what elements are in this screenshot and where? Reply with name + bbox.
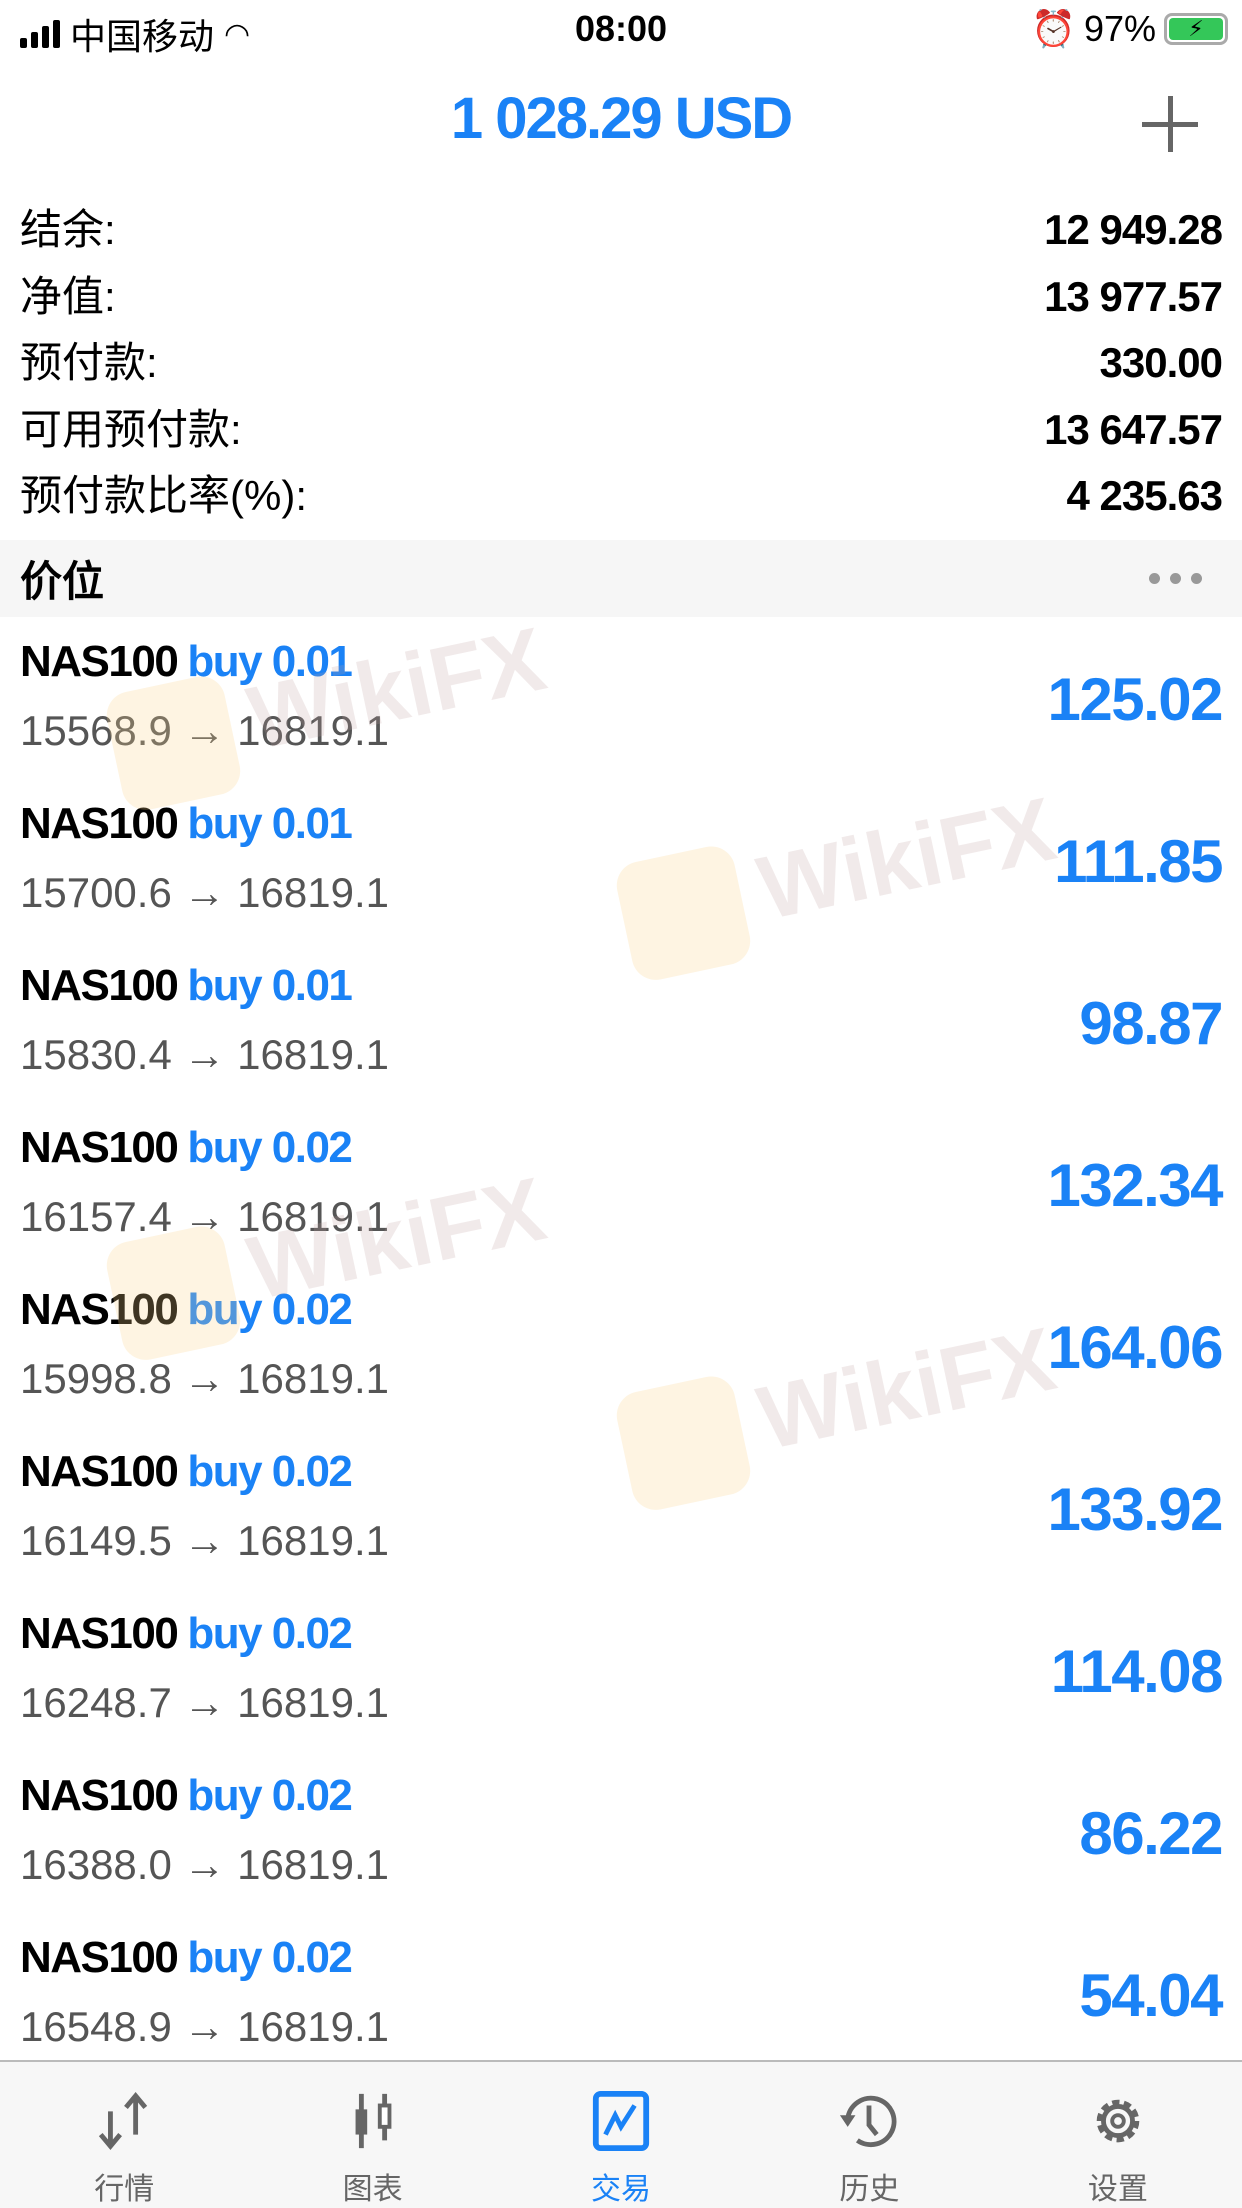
position-profit: 114.08 — [1050, 1638, 1224, 1705]
summary-row: 净值: 13 977.57 — [20, 264, 1223, 330]
position-profit: 164.06 — [1047, 1314, 1223, 1381]
position-profit: 111.85 — [1054, 828, 1223, 895]
position-side: buy 0.02 — [187, 1771, 353, 1820]
tab-chart[interactable]: 图表 — [248, 2062, 496, 2208]
trade-chart-icon — [592, 2090, 650, 2152]
position-side: buy 0.01 — [187, 799, 353, 848]
tab-settings[interactable]: 设置 — [994, 2062, 1242, 2208]
position-symbol: NAS100 — [20, 1609, 179, 1658]
summary-row: 预付款: 330.00 — [20, 330, 1223, 396]
summary-label: 可用预付款: — [20, 405, 242, 453]
position-side: buy 0.01 — [187, 637, 353, 686]
history-clock-icon — [840, 2095, 897, 2148]
clock: 08:00 — [574, 8, 668, 49]
position-row[interactable]: NAS100 buy 0.02 16548.9 → 16819.1 54.04 — [0, 1913, 1242, 2075]
tab-quotes[interactable]: 行情 — [0, 2062, 248, 2208]
position-profit: 54.04 — [1079, 1962, 1223, 2029]
position-prices: 16149.5 → 16819.1 — [20, 1517, 389, 1564]
position-profit: 132.34 — [1047, 1152, 1223, 1219]
summary-label: 结余: — [20, 206, 116, 253]
position-prices: 16248.7 → 16819.1 — [20, 1679, 389, 1726]
position-prices: 16548.9 → 16819.1 — [20, 2003, 389, 2050]
position-profit: 98.87 — [1079, 990, 1223, 1057]
battery-percent: 97% — [1083, 8, 1156, 49]
position-symbol: NAS100 — [20, 637, 179, 686]
position-side: buy 0.02 — [187, 1933, 353, 1982]
position-symbol: NAS100 — [20, 1933, 179, 1982]
balance-title: 1 028.29 USD — [450, 86, 793, 151]
position-symbol: NAS100 — [20, 1285, 179, 1334]
summary-label: 净值: — [20, 272, 116, 320]
position-row[interactable]: NAS100 buy 0.01 15568.9 → 16819.1 125.02 — [0, 617, 1242, 779]
summary-label: 预付款比率(%): — [20, 472, 307, 519]
position-side: buy 0.01 — [187, 961, 353, 1010]
position-prices: 16157.4 → 16819.1 — [20, 1193, 389, 1240]
position-profit: 133.92 — [1047, 1476, 1223, 1543]
position-symbol: NAS100 — [20, 1771, 179, 1820]
position-profit: 125.02 — [1047, 666, 1223, 733]
tab-trade[interactable]: 交易 — [497, 2062, 745, 2208]
summary-value: 330.00 — [1099, 339, 1223, 386]
position-symbol: NAS100 — [20, 799, 179, 848]
carrier: 中国移动 — [70, 16, 215, 57]
position-side: buy 0.02 — [187, 1609, 353, 1658]
position-row[interactable]: NAS100 buy 0.01 15700.6 → 16819.1 111.85 — [0, 779, 1242, 941]
summary-value: 13 647.57 — [1044, 405, 1223, 453]
tab-bar: 行情 图表 交易 历史 设置 — [0, 2060, 1242, 2208]
summary-value: 4 235.63 — [1066, 472, 1223, 519]
candlestick-chart-icon — [355, 2093, 392, 2149]
summary-value: 12 949.28 — [1044, 206, 1223, 253]
battery-icon: ⚡ — [1164, 13, 1228, 45]
position-side: buy 0.02 — [187, 1447, 353, 1496]
plus-icon[interactable] — [1142, 96, 1198, 152]
position-symbol: NAS100 — [20, 961, 179, 1010]
position-profit: 86.22 — [1079, 1800, 1223, 1867]
position-side: buy 0.02 — [187, 1285, 353, 1334]
position-row[interactable]: NAS100 buy 0.02 16149.5 → 16819.1 133.92 — [0, 1427, 1242, 1589]
section-header: 价位 — [0, 540, 1242, 617]
summary-row: 可用预付款: 13 647.57 — [20, 397, 1223, 463]
position-prices: 15830.4 → 16819.1 — [20, 1031, 389, 1078]
alarm-icon: ⏰ — [1031, 8, 1076, 49]
wifi-icon: ◠ — [224, 17, 251, 51]
signal-icon — [20, 20, 60, 48]
position-symbol: NAS100 — [20, 1447, 179, 1496]
position-side: buy 0.02 — [187, 1123, 353, 1172]
section-title: 价位 — [20, 558, 105, 605]
settings-gear-icon — [1096, 2099, 1140, 2143]
position-row[interactable]: NAS100 buy 0.02 16388.0 → 16819.1 86.22 — [0, 1751, 1242, 1913]
status-bar: 中国移动 ◠ 08:00 ⏰ 97% ⚡ — [0, 0, 1242, 62]
more-dots-icon[interactable] — [1149, 573, 1202, 584]
summary-value: 13 977.57 — [1044, 272, 1223, 320]
summary-label: 预付款: — [20, 339, 158, 386]
position-row[interactable]: NAS100 buy 0.02 15998.8 → 16819.1 164.06 — [0, 1265, 1242, 1427]
summary-row: 预付款比率(%): 4 235.63 — [20, 463, 1223, 529]
position-row[interactable]: NAS100 buy 0.02 16157.4 → 16819.1 132.34 — [0, 1103, 1242, 1265]
quotes-arrows-icon — [99, 2092, 148, 2150]
position-prices: 15700.6 → 16819.1 — [20, 869, 389, 916]
position-prices: 15998.8 → 16819.1 — [20, 1355, 389, 1402]
tab-history[interactable]: 历史 — [745, 2062, 993, 2208]
position-row[interactable]: NAS100 buy 0.01 15830.4 → 16819.1 98.87 — [0, 941, 1242, 1103]
position-prices: 16388.0 → 16819.1 — [20, 1841, 389, 1888]
position-row[interactable]: NAS100 buy 0.02 16248.7 → 16819.1 114.08 — [0, 1589, 1242, 1751]
position-prices: 15568.9 → 16819.1 — [20, 707, 389, 754]
position-symbol: NAS100 — [20, 1123, 179, 1172]
summary-row: 结余: 12 949.28 — [20, 197, 1223, 263]
